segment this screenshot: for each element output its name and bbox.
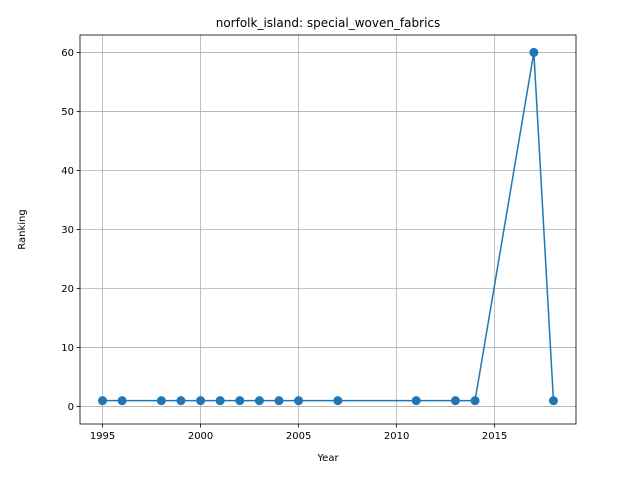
x-axis-label: Year <box>316 453 339 464</box>
data-point <box>176 396 186 406</box>
chart-title: norfolk_island: special_woven_fabrics <box>216 16 441 30</box>
x-tick-label: 2015 <box>482 431 507 442</box>
data-point <box>333 396 343 406</box>
data-point <box>98 396 108 406</box>
data-point <box>411 396 421 406</box>
data-point <box>548 396 558 406</box>
data-point <box>450 396 460 406</box>
y-tick-label: 50 <box>61 107 74 118</box>
x-tick-label: 2010 <box>384 431 409 442</box>
y-tick-label: 60 <box>61 48 74 59</box>
series-layer <box>98 47 558 406</box>
ticks: 1995 2000 2005 2010 2015 0 10 20 30 40 50 60 <box>61 48 507 442</box>
data-point <box>196 396 206 406</box>
y-tick-label: 40 <box>61 166 74 177</box>
data-point <box>235 396 245 406</box>
data-point <box>156 396 166 406</box>
series-line <box>102 52 555 402</box>
data-point <box>294 396 304 406</box>
data-point <box>215 396 225 406</box>
data-point <box>529 47 539 57</box>
y-axis-label: Ranking <box>17 209 28 249</box>
x-tick-label: 1995 <box>90 431 115 442</box>
y-tick-label: 10 <box>61 343 74 354</box>
data-point <box>470 396 480 406</box>
y-tick-label: 20 <box>61 284 74 295</box>
grid <box>80 35 576 424</box>
y-tick-label: 30 <box>61 225 74 236</box>
x-tick-label: 2005 <box>286 431 311 442</box>
y-tick-label: 0 <box>68 402 74 413</box>
x-tick-label: 2000 <box>188 431 213 442</box>
data-point <box>254 396 264 406</box>
data-point <box>274 396 284 406</box>
data-point <box>117 396 127 406</box>
